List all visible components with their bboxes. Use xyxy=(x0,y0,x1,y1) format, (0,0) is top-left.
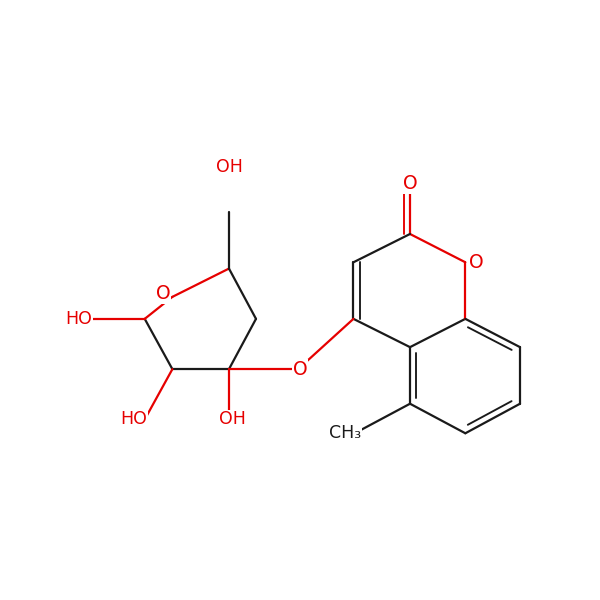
Text: O: O xyxy=(469,253,484,272)
Text: O: O xyxy=(403,174,418,193)
Text: O: O xyxy=(155,284,170,302)
Text: OH: OH xyxy=(215,158,242,176)
Text: OH: OH xyxy=(218,410,245,428)
Text: HO: HO xyxy=(120,410,147,428)
Text: CH₃: CH₃ xyxy=(329,424,361,442)
Text: HO: HO xyxy=(65,310,92,328)
Text: O: O xyxy=(293,359,307,379)
